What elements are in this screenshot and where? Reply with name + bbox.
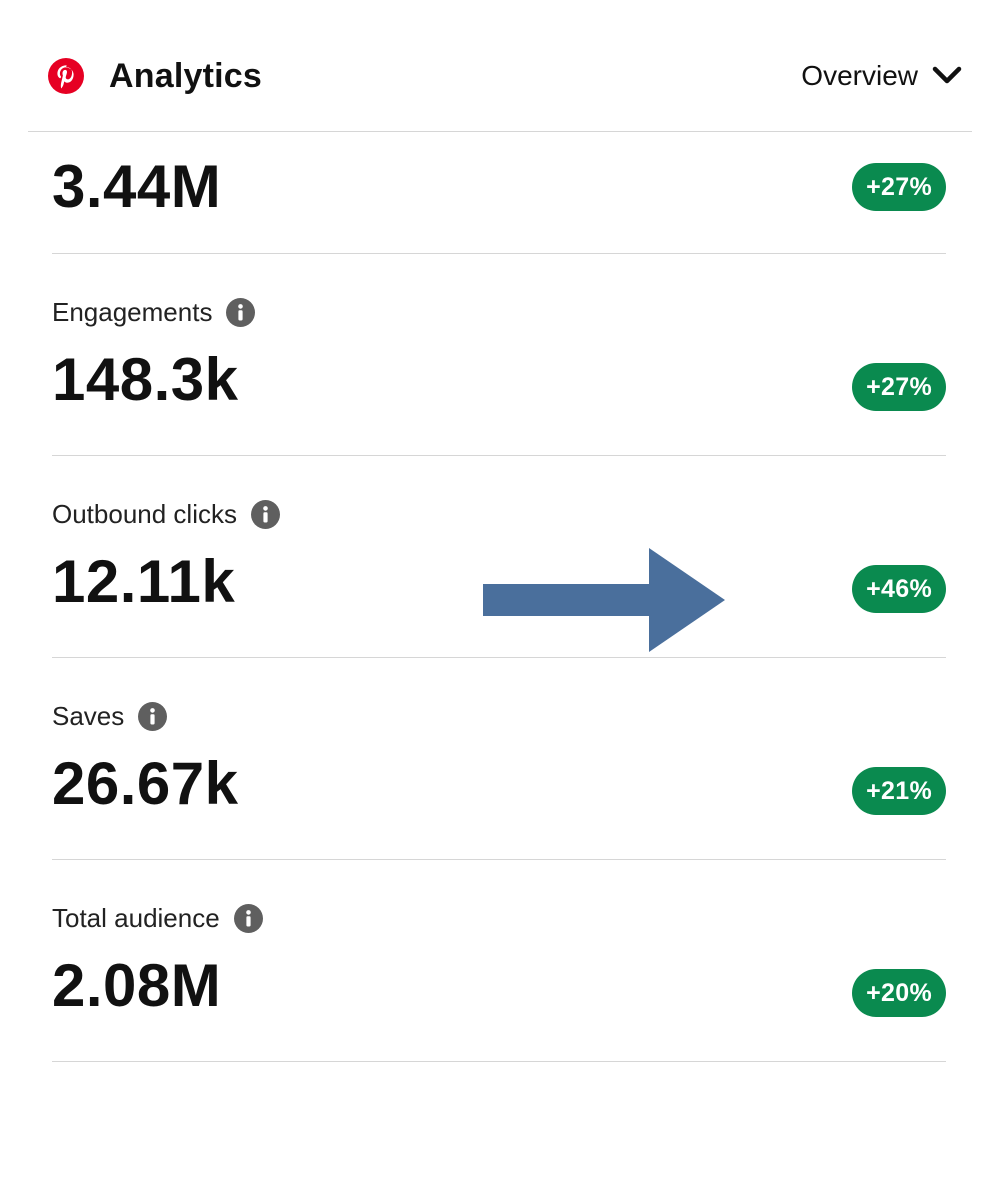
metric-label-group: Saves xyxy=(52,696,168,736)
arrow-right-icon xyxy=(483,548,725,652)
view-selector-label: Overview xyxy=(801,60,918,91)
chevron-down-icon xyxy=(932,66,962,84)
view-selector-dropdown[interactable]: Overview xyxy=(801,54,962,98)
metric-value: 3.44M xyxy=(52,153,222,220)
metric-value: 26.67k xyxy=(52,750,239,817)
info-icon[interactable] xyxy=(250,499,280,529)
change-badge: +46% xyxy=(852,565,946,613)
change-badge: +27% xyxy=(852,163,946,211)
pinterest-logo-icon[interactable] xyxy=(48,58,84,94)
metric-value: 148.3k xyxy=(52,346,239,413)
metric-row-engagements[interactable]: Engagements 148.3k +27% xyxy=(52,254,946,456)
info-icon[interactable] xyxy=(138,701,168,731)
metric-value: 12.11k xyxy=(52,548,236,615)
metric-value: 2.08M xyxy=(52,952,222,1019)
info-icon[interactable] xyxy=(233,903,263,933)
metric-row-outbound-clicks[interactable]: Outbound clicks 12.11k +46% xyxy=(52,456,946,658)
metric-label: Outbound clicks xyxy=(52,498,237,529)
page-title: Analytics xyxy=(109,57,262,95)
metric-label-group: Engagements xyxy=(52,292,256,332)
metric-label: Total audience xyxy=(52,902,220,933)
metric-label: Engagements xyxy=(52,296,213,327)
metric-label-group: Total audience xyxy=(52,898,263,938)
metric-row-saves[interactable]: Saves 26.67k +21% xyxy=(52,658,946,860)
change-badge: +20% xyxy=(852,969,946,1017)
metric-label-group: Outbound clicks xyxy=(52,494,280,534)
metric-label: Saves xyxy=(52,700,125,731)
metrics-list: 3.44M +27% Engagements 148.3k +27% Outbo… xyxy=(52,132,946,1062)
app-header: Analytics Overview xyxy=(28,0,972,132)
change-badge: +27% xyxy=(852,363,946,411)
metric-row-impressions[interactable]: 3.44M +27% xyxy=(52,132,946,254)
change-badge: +21% xyxy=(852,767,946,815)
metric-row-total-audience[interactable]: Total audience 2.08M +20% xyxy=(52,860,946,1062)
info-icon[interactable] xyxy=(226,297,256,327)
